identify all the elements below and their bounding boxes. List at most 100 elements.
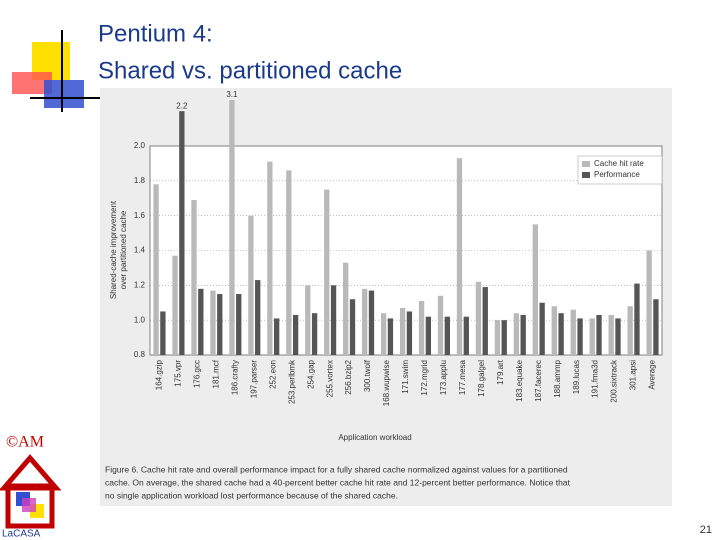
legend-label: Cache hit rate xyxy=(594,159,644,168)
bar xyxy=(236,294,242,355)
x-tick-label: 256.bzip2 xyxy=(344,359,353,394)
x-tick-label: 197.parser xyxy=(249,360,258,399)
x-tick-label: 186.crafty xyxy=(230,360,239,395)
x-tick-label: 172.mgrid xyxy=(420,360,429,396)
bar xyxy=(520,314,526,355)
x-tick-label: Average xyxy=(648,359,657,389)
bar xyxy=(570,309,576,355)
bar xyxy=(292,314,299,355)
logo-label: LaCASA xyxy=(2,529,41,540)
x-tick-label: 164.gzip xyxy=(155,359,164,390)
bar xyxy=(349,299,356,355)
bar xyxy=(160,311,166,355)
bar xyxy=(274,318,280,355)
bar xyxy=(255,280,261,355)
y-axis-label: Shared-cache improvement xyxy=(109,200,118,299)
bar xyxy=(198,288,204,355)
legend-label: Performance xyxy=(594,170,640,179)
bar xyxy=(513,313,520,355)
x-tick-label: 176.gcc xyxy=(193,360,202,388)
x-tick-label: 178.galgel xyxy=(477,360,486,397)
x-tick-label: 200.sixtrack xyxy=(610,359,619,403)
x-tick-label: 252.eon xyxy=(268,360,277,389)
value-label: 3.1 xyxy=(226,90,238,99)
bar xyxy=(627,306,633,355)
legend-swatch xyxy=(582,172,590,178)
x-tick-label: 255.vortex xyxy=(325,360,334,397)
bar xyxy=(179,111,185,356)
y-tick-label: 1.4 xyxy=(134,246,146,255)
x-tick-label: 188.ammp xyxy=(553,359,562,397)
x-tick-label: 301.apsi xyxy=(629,360,638,390)
logo-house xyxy=(5,483,55,529)
x-tick-label: 189.lucas xyxy=(572,360,581,394)
mark: ©AM xyxy=(6,434,44,451)
bar xyxy=(229,100,235,356)
bar xyxy=(217,294,223,355)
bar xyxy=(343,262,349,355)
bar xyxy=(406,311,413,355)
y-tick-label: 0.8 xyxy=(134,350,146,359)
x-tick-label: 254.gap xyxy=(306,359,315,388)
bar xyxy=(267,161,273,355)
bar xyxy=(444,316,450,355)
logo-block xyxy=(22,498,36,512)
bar xyxy=(532,224,538,355)
slide-title: Pentium 4: xyxy=(98,20,213,47)
legend-swatch xyxy=(582,161,590,167)
caption: cache. On average, the shared cache had … xyxy=(105,477,571,487)
bar xyxy=(172,255,178,355)
x-tick-label: 179.art xyxy=(496,359,505,385)
bar xyxy=(210,290,216,355)
bars xyxy=(153,100,659,356)
y-tick-label: 1.6 xyxy=(134,211,146,220)
bar xyxy=(399,307,406,355)
x-tick-label: 300.twolf xyxy=(363,359,372,392)
bar xyxy=(362,288,368,355)
y-axis-label: over partitioned cache xyxy=(119,210,128,289)
deco-blue xyxy=(44,80,84,108)
bar xyxy=(248,215,254,355)
x-tick-label: 175.vpr xyxy=(174,360,183,387)
bar xyxy=(191,199,197,355)
x-tick-label: 253.perlbmk xyxy=(287,359,296,404)
x-tick-label: 181.mcf xyxy=(211,359,220,388)
bar xyxy=(551,306,557,355)
x-tick-label: 171.swim xyxy=(401,360,410,394)
bar xyxy=(324,189,330,355)
bar xyxy=(387,318,394,355)
y-tick-label: 1.0 xyxy=(134,315,146,324)
bar xyxy=(653,299,659,355)
deco-red xyxy=(12,72,52,94)
bar xyxy=(330,285,337,355)
bar xyxy=(634,283,640,355)
bar xyxy=(577,318,583,355)
y-tick-label: 1.8 xyxy=(134,176,146,185)
x-tick-label: 168.wupwise xyxy=(382,359,391,406)
bar xyxy=(608,314,614,355)
x-tick-label: 173.applu xyxy=(439,360,448,395)
plot-frame xyxy=(149,145,663,356)
x-tick-label: 183.equake xyxy=(515,359,524,401)
bar xyxy=(368,290,375,355)
bar xyxy=(475,281,482,355)
bar xyxy=(418,301,425,355)
bar xyxy=(456,158,463,355)
x-tick-label: 177.mesa xyxy=(458,359,467,395)
bar xyxy=(437,295,444,355)
bar xyxy=(539,302,545,355)
bar xyxy=(646,250,652,355)
bar xyxy=(311,313,318,355)
y-tick-label: 2.0 xyxy=(134,141,146,150)
bar xyxy=(380,313,387,355)
page-number: 21 xyxy=(700,524,712,536)
x-axis-label: Application workload xyxy=(338,433,411,442)
bar xyxy=(425,316,432,355)
bar xyxy=(596,314,602,355)
bar xyxy=(615,318,621,355)
legend-box xyxy=(577,155,663,185)
bar xyxy=(286,170,292,355)
bar xyxy=(501,320,507,355)
x-tick-label: 187.facerec xyxy=(534,360,543,402)
x-tick-label: 191.fma3d xyxy=(591,360,600,398)
